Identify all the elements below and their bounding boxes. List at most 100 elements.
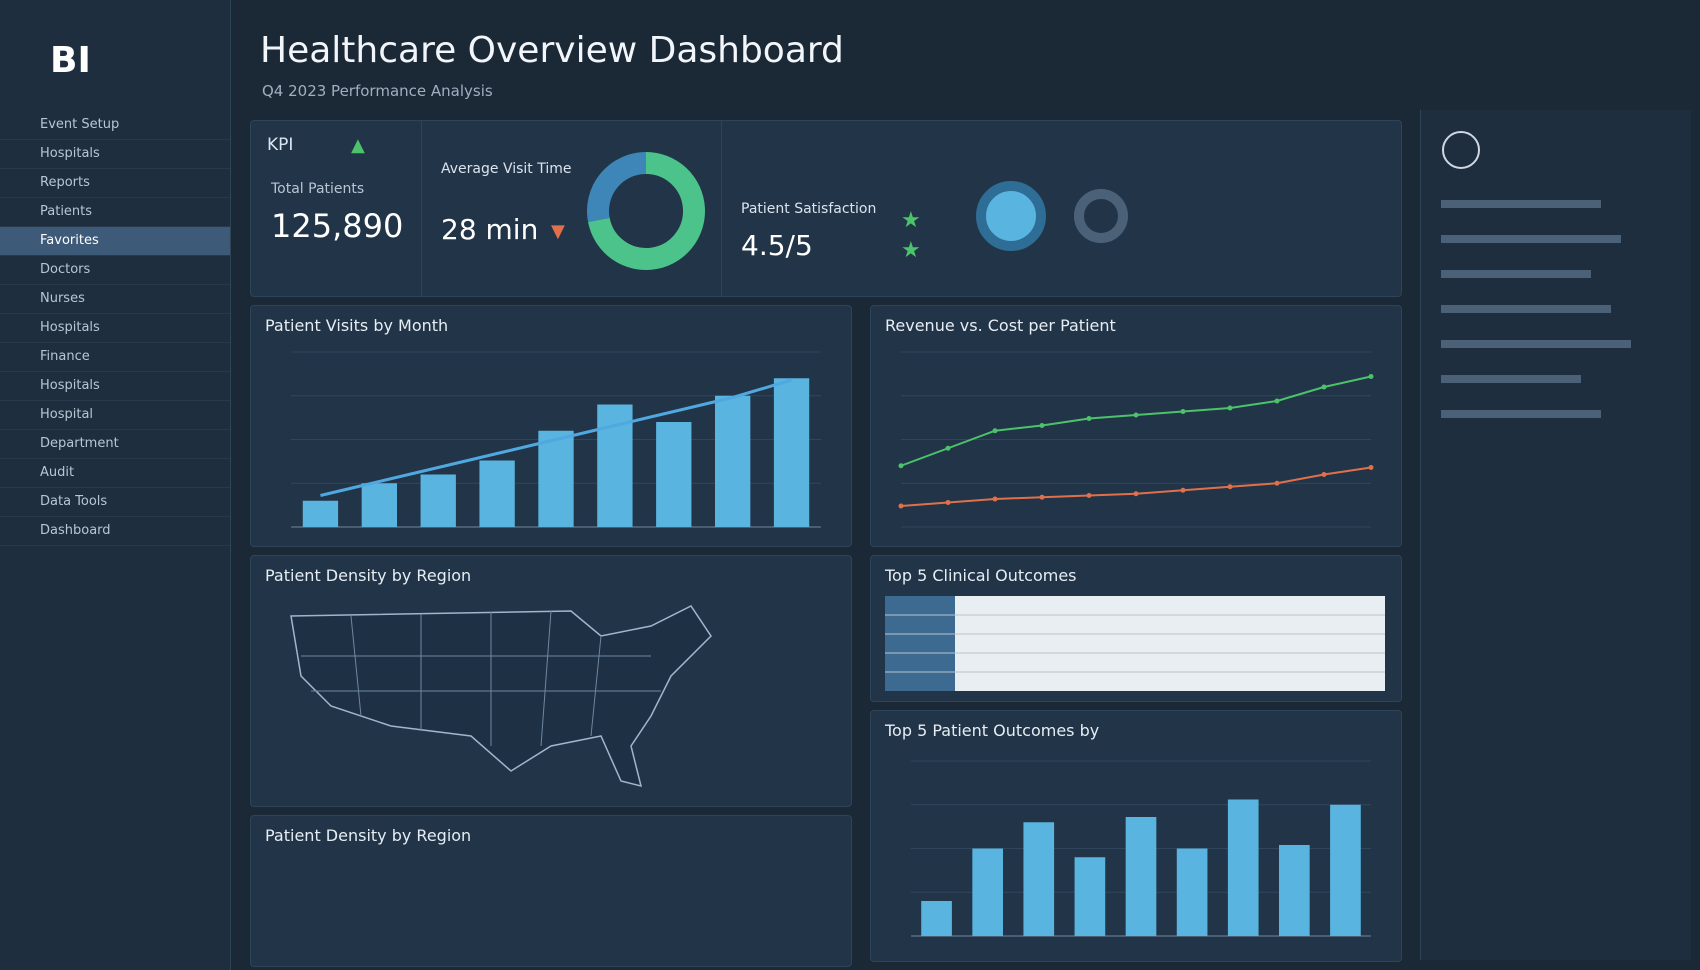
point bbox=[898, 463, 904, 469]
chart-title: Top 5 Patient Outcomes by bbox=[885, 721, 1100, 740]
kpi-value: 125,890 bbox=[271, 207, 404, 245]
map-borders bbox=[301, 610, 661, 747]
point bbox=[992, 428, 998, 434]
bar bbox=[1023, 822, 1055, 936]
nav-item[interactable]: Finance bbox=[0, 343, 230, 372]
nav-item[interactable]: Dashboard bbox=[0, 517, 230, 546]
nav: Event Setup Hospitals Reports Patients Favor… bbox=[0, 111, 230, 546]
point bbox=[1086, 493, 1092, 498]
bar bbox=[773, 378, 810, 527]
point bbox=[1368, 374, 1374, 379]
bar bbox=[921, 901, 952, 936]
point bbox=[1039, 494, 1045, 500]
nav-item[interactable]: Nurses bbox=[0, 285, 230, 314]
nav-item[interactable]: Doctors bbox=[0, 256, 230, 285]
gauge bbox=[1074, 189, 1128, 243]
point bbox=[1274, 480, 1280, 486]
bar-chart bbox=[911, 760, 1371, 937]
kpi-label: KPI bbox=[267, 135, 294, 155]
nav-item[interactable]: Hospitals bbox=[0, 140, 230, 169]
right-panel bbox=[1420, 110, 1691, 960]
point bbox=[992, 496, 998, 502]
divider bbox=[721, 121, 722, 296]
bar bbox=[656, 422, 692, 527]
kpi-name: Average Visit Time bbox=[441, 161, 572, 177]
nav-item[interactable]: Department bbox=[0, 430, 230, 459]
nav-item[interactable]: Data Tools bbox=[0, 488, 230, 517]
line-chart bbox=[898, 351, 1374, 528]
nav-item[interactable]: Hospitals bbox=[0, 314, 230, 343]
chart-title: Revenue vs. Cost per Patient bbox=[885, 316, 1116, 335]
table bbox=[885, 596, 1385, 691]
bar-chart bbox=[291, 351, 821, 528]
nav-item[interactable]: Patients bbox=[0, 198, 230, 227]
logo: BI bbox=[50, 40, 91, 81]
table-panel: Top 5 Clinical Outcomes bbox=[870, 555, 1402, 702]
bar bbox=[1176, 848, 1208, 936]
table-column bbox=[885, 596, 955, 691]
nav-item[interactable]: Reports bbox=[0, 169, 230, 198]
gauge bbox=[976, 181, 1046, 251]
point bbox=[1180, 487, 1186, 493]
stars: ★ ★ bbox=[901, 208, 921, 263]
divider bbox=[421, 121, 422, 296]
panel: Revenue vs. Cost per Patient bbox=[870, 305, 1402, 547]
bar bbox=[1227, 799, 1259, 936]
bar bbox=[302, 500, 339, 527]
nav-item[interactable]: Favorites bbox=[0, 227, 230, 256]
point bbox=[1039, 423, 1045, 428]
point bbox=[898, 503, 904, 509]
line bbox=[900, 466, 1372, 507]
nav-item[interactable]: Hospitals bbox=[0, 372, 230, 401]
panel: Patient Visits by Month bbox=[250, 305, 852, 547]
map-title: Patient Density by Region bbox=[265, 826, 472, 845]
bar bbox=[1125, 817, 1157, 936]
donut-slice bbox=[587, 152, 647, 223]
line bbox=[900, 375, 1372, 467]
trend-line bbox=[320, 378, 792, 497]
nav-item[interactable]: Event Setup bbox=[0, 111, 230, 140]
bar bbox=[972, 848, 1003, 936]
point bbox=[1133, 412, 1139, 418]
point bbox=[1227, 484, 1233, 490]
point bbox=[1368, 465, 1374, 470]
map-title: Patient Density by Region bbox=[265, 566, 472, 585]
point bbox=[1180, 409, 1186, 414]
kpi-strip: KPI ▲ Total Patients 125,890 Average Vis… bbox=[250, 120, 1402, 297]
point bbox=[1321, 472, 1327, 477]
kpi-value: 28 min bbox=[441, 213, 539, 246]
kpi-name: Total Patients bbox=[271, 181, 365, 197]
bar bbox=[479, 460, 515, 527]
bar bbox=[1330, 804, 1361, 936]
map-panel: Patient Density by Region bbox=[250, 555, 852, 807]
bar bbox=[1279, 845, 1310, 936]
up-arrow: ▲ bbox=[351, 135, 365, 156]
down-arrow: ▼ bbox=[551, 221, 565, 242]
point bbox=[1227, 405, 1233, 411]
map bbox=[290, 605, 712, 788]
point bbox=[1086, 416, 1092, 421]
kpi-name: Patient Satisfaction bbox=[741, 201, 877, 217]
map-outline bbox=[290, 605, 712, 788]
table-title: Top 5 Clinical Outcomes bbox=[885, 566, 1077, 585]
bar bbox=[715, 395, 751, 527]
point bbox=[1133, 491, 1139, 497]
donut-chart bbox=[587, 152, 705, 270]
bar bbox=[420, 474, 456, 527]
subtitle: Q4 2023 Performance Analysis bbox=[262, 82, 493, 100]
kpi-value: 4.5/5 bbox=[741, 229, 813, 262]
nav-item[interactable]: Audit bbox=[0, 459, 230, 488]
nav-item[interactable]: Hospital bbox=[0, 401, 230, 430]
sidebar: BI Event Setup Hospitals Reports Patients Fa… bbox=[0, 0, 231, 970]
point bbox=[1274, 398, 1280, 404]
mini-gauges bbox=[976, 181, 1128, 251]
table-rows bbox=[885, 614, 1385, 673]
point bbox=[945, 500, 951, 505]
panel: Top 5 Patient Outcomes by bbox=[870, 710, 1402, 962]
bar bbox=[361, 483, 397, 527]
bar bbox=[1074, 857, 1106, 936]
right-panel-items bbox=[1441, 131, 1631, 418]
donut-slice bbox=[588, 152, 705, 270]
map-panel: Patient Density by Region bbox=[250, 815, 852, 967]
